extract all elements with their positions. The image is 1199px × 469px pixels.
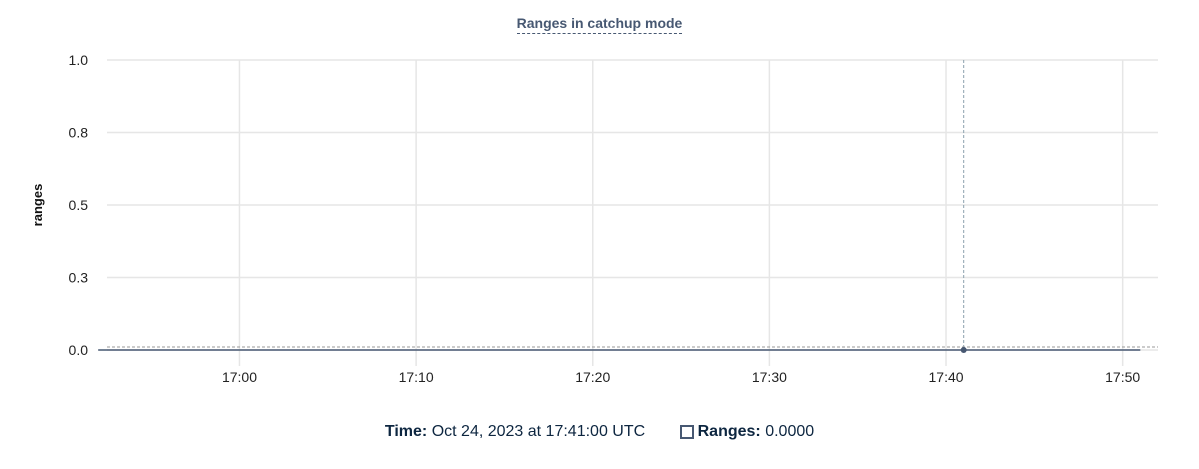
series-label: Ranges: — [697, 423, 761, 440]
x-tick-label: 17:30 — [752, 369, 787, 385]
y-tick-label: 1.0 — [69, 52, 89, 68]
y-tick-label: 0.5 — [69, 197, 89, 213]
x-tick-label: 17:20 — [575, 369, 610, 385]
series-value: 0.0000 — [765, 423, 815, 440]
series-checkbox[interactable] — [679, 425, 694, 439]
y-tick-label: 0.3 — [69, 270, 89, 286]
x-tick-label: 17:00 — [222, 369, 257, 385]
y-axis-label: ranges — [30, 184, 45, 227]
chart-title: Ranges in catchup mode — [0, 15, 1199, 34]
y-tick-label: 0.8 — [69, 125, 89, 141]
legend: Time: Oct 24, 2023 at 17:41:00 UTC Range… — [0, 423, 1199, 441]
x-tick-label: 17:50 — [1105, 369, 1140, 385]
x-tick-label: 17:40 — [929, 369, 964, 385]
y-tick-label: 0.0 — [69, 342, 89, 358]
time-label: Time: — [384, 423, 428, 440]
hover-point — [960, 347, 967, 353]
x-tick-label: 17:10 — [399, 369, 434, 385]
time-value: Oct 24, 2023 at 17:41:00 UTC — [431, 423, 646, 440]
